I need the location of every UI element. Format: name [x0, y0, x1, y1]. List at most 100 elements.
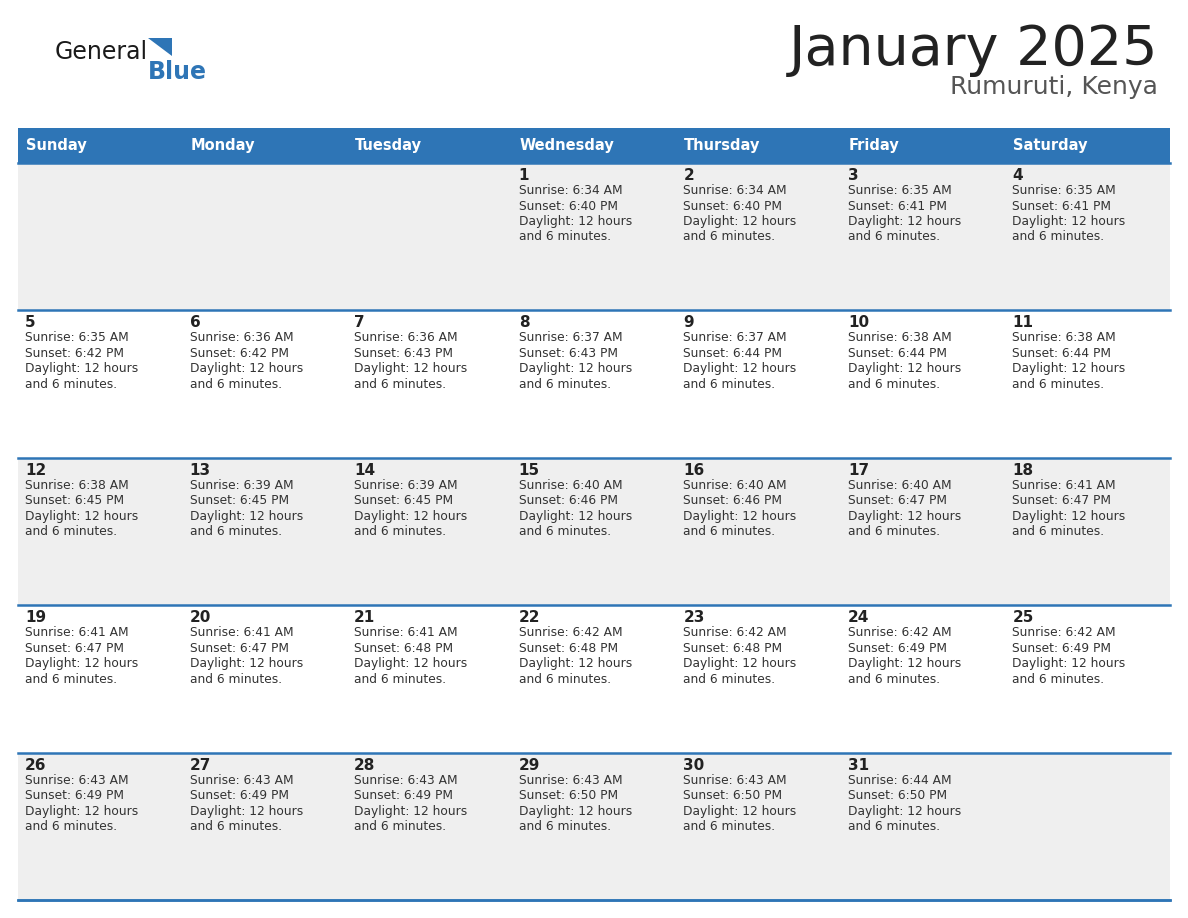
Bar: [183, 128, 347, 163]
Text: Sunset: 6:49 PM: Sunset: 6:49 PM: [1012, 642, 1112, 655]
Text: Sunrise: 6:44 AM: Sunrise: 6:44 AM: [848, 774, 952, 787]
Text: Sunrise: 6:43 AM: Sunrise: 6:43 AM: [519, 774, 623, 787]
Polygon shape: [148, 38, 172, 56]
Text: Sunrise: 6:35 AM: Sunrise: 6:35 AM: [1012, 184, 1117, 197]
Text: Daylight: 12 hours: Daylight: 12 hours: [354, 509, 467, 522]
Text: Tuesday: Tuesday: [355, 138, 422, 153]
Text: Sunrise: 6:39 AM: Sunrise: 6:39 AM: [354, 479, 457, 492]
Text: and 6 minutes.: and 6 minutes.: [354, 820, 447, 834]
Text: Daylight: 12 hours: Daylight: 12 hours: [190, 509, 303, 522]
Bar: [347, 128, 512, 163]
Text: 3: 3: [848, 168, 859, 183]
Text: Daylight: 12 hours: Daylight: 12 hours: [25, 509, 138, 522]
Text: Sunset: 6:48 PM: Sunset: 6:48 PM: [683, 642, 783, 655]
Text: 27: 27: [190, 757, 211, 773]
Text: Sunset: 6:47 PM: Sunset: 6:47 PM: [190, 642, 289, 655]
Text: 26: 26: [25, 757, 46, 773]
Text: Daylight: 12 hours: Daylight: 12 hours: [190, 657, 303, 670]
Text: 10: 10: [848, 316, 868, 330]
Text: Daylight: 12 hours: Daylight: 12 hours: [519, 215, 632, 228]
Text: and 6 minutes.: and 6 minutes.: [848, 230, 940, 243]
Text: Sunrise: 6:35 AM: Sunrise: 6:35 AM: [25, 331, 128, 344]
Bar: [18, 310, 1170, 458]
Text: Daylight: 12 hours: Daylight: 12 hours: [683, 657, 796, 670]
Text: Sunset: 6:48 PM: Sunset: 6:48 PM: [519, 642, 618, 655]
Text: 24: 24: [848, 610, 870, 625]
Text: Sunrise: 6:38 AM: Sunrise: 6:38 AM: [848, 331, 952, 344]
Text: Sunrise: 6:42 AM: Sunrise: 6:42 AM: [848, 626, 952, 639]
Text: 25: 25: [1012, 610, 1034, 625]
Text: Sunset: 6:40 PM: Sunset: 6:40 PM: [519, 199, 618, 212]
Text: Daylight: 12 hours: Daylight: 12 hours: [683, 509, 796, 522]
Text: Daylight: 12 hours: Daylight: 12 hours: [519, 657, 632, 670]
Text: Daylight: 12 hours: Daylight: 12 hours: [25, 804, 138, 818]
Text: 5: 5: [25, 316, 36, 330]
Text: 13: 13: [190, 463, 210, 477]
Text: Thursday: Thursday: [684, 138, 760, 153]
Text: Sunrise: 6:37 AM: Sunrise: 6:37 AM: [683, 331, 786, 344]
Text: Sunset: 6:46 PM: Sunset: 6:46 PM: [683, 494, 782, 508]
Text: and 6 minutes.: and 6 minutes.: [519, 525, 611, 538]
Text: Sunrise: 6:41 AM: Sunrise: 6:41 AM: [1012, 479, 1116, 492]
Bar: [18, 605, 1170, 753]
Text: Sunset: 6:50 PM: Sunset: 6:50 PM: [519, 789, 618, 802]
Text: Sunset: 6:43 PM: Sunset: 6:43 PM: [519, 347, 618, 360]
Text: Daylight: 12 hours: Daylight: 12 hours: [1012, 657, 1126, 670]
Text: and 6 minutes.: and 6 minutes.: [519, 673, 611, 686]
Text: 19: 19: [25, 610, 46, 625]
Text: and 6 minutes.: and 6 minutes.: [519, 230, 611, 243]
Text: 4: 4: [1012, 168, 1023, 183]
Text: Sunrise: 6:40 AM: Sunrise: 6:40 AM: [683, 479, 786, 492]
Text: Sunset: 6:45 PM: Sunset: 6:45 PM: [190, 494, 289, 508]
Text: Sunset: 6:50 PM: Sunset: 6:50 PM: [848, 789, 947, 802]
Text: Sunrise: 6:36 AM: Sunrise: 6:36 AM: [354, 331, 457, 344]
Text: 21: 21: [354, 610, 375, 625]
Text: January 2025: January 2025: [789, 23, 1158, 77]
Text: and 6 minutes.: and 6 minutes.: [190, 525, 282, 538]
Text: Sunrise: 6:40 AM: Sunrise: 6:40 AM: [519, 479, 623, 492]
Text: 17: 17: [848, 463, 868, 477]
Bar: [18, 163, 1170, 310]
Text: Sunset: 6:45 PM: Sunset: 6:45 PM: [354, 494, 454, 508]
Text: and 6 minutes.: and 6 minutes.: [25, 673, 118, 686]
Text: and 6 minutes.: and 6 minutes.: [354, 525, 447, 538]
Text: Rumuruti, Kenya: Rumuruti, Kenya: [950, 75, 1158, 99]
Text: Daylight: 12 hours: Daylight: 12 hours: [683, 804, 796, 818]
Bar: [18, 753, 1170, 900]
Text: Sunset: 6:47 PM: Sunset: 6:47 PM: [25, 642, 124, 655]
Text: Daylight: 12 hours: Daylight: 12 hours: [354, 363, 467, 375]
Text: Sunset: 6:40 PM: Sunset: 6:40 PM: [683, 199, 782, 212]
Text: 6: 6: [190, 316, 201, 330]
Text: and 6 minutes.: and 6 minutes.: [848, 820, 940, 834]
Text: and 6 minutes.: and 6 minutes.: [25, 820, 118, 834]
Text: Sunrise: 6:41 AM: Sunrise: 6:41 AM: [354, 626, 457, 639]
Text: and 6 minutes.: and 6 minutes.: [848, 378, 940, 391]
Text: and 6 minutes.: and 6 minutes.: [190, 820, 282, 834]
Text: Daylight: 12 hours: Daylight: 12 hours: [848, 804, 961, 818]
Text: Daylight: 12 hours: Daylight: 12 hours: [519, 509, 632, 522]
Text: Sunset: 6:41 PM: Sunset: 6:41 PM: [848, 199, 947, 212]
Text: 9: 9: [683, 316, 694, 330]
Text: Sunrise: 6:42 AM: Sunrise: 6:42 AM: [1012, 626, 1116, 639]
Text: Sunrise: 6:35 AM: Sunrise: 6:35 AM: [848, 184, 952, 197]
Text: Sunrise: 6:34 AM: Sunrise: 6:34 AM: [683, 184, 786, 197]
Text: and 6 minutes.: and 6 minutes.: [519, 378, 611, 391]
Text: Sunset: 6:47 PM: Sunset: 6:47 PM: [848, 494, 947, 508]
Text: 14: 14: [354, 463, 375, 477]
Text: Sunset: 6:44 PM: Sunset: 6:44 PM: [848, 347, 947, 360]
Text: Sunrise: 6:37 AM: Sunrise: 6:37 AM: [519, 331, 623, 344]
Text: Sunrise: 6:43 AM: Sunrise: 6:43 AM: [354, 774, 457, 787]
Text: Daylight: 12 hours: Daylight: 12 hours: [1012, 509, 1126, 522]
Text: 12: 12: [25, 463, 46, 477]
Text: Daylight: 12 hours: Daylight: 12 hours: [354, 804, 467, 818]
Text: Daylight: 12 hours: Daylight: 12 hours: [354, 657, 467, 670]
Text: Sunset: 6:44 PM: Sunset: 6:44 PM: [1012, 347, 1112, 360]
Text: Blue: Blue: [148, 60, 207, 84]
Bar: [512, 128, 676, 163]
Text: Sunrise: 6:43 AM: Sunrise: 6:43 AM: [683, 774, 786, 787]
Text: and 6 minutes.: and 6 minutes.: [683, 378, 776, 391]
Text: and 6 minutes.: and 6 minutes.: [354, 378, 447, 391]
Text: and 6 minutes.: and 6 minutes.: [848, 673, 940, 686]
Text: 30: 30: [683, 757, 704, 773]
Text: Daylight: 12 hours: Daylight: 12 hours: [190, 804, 303, 818]
